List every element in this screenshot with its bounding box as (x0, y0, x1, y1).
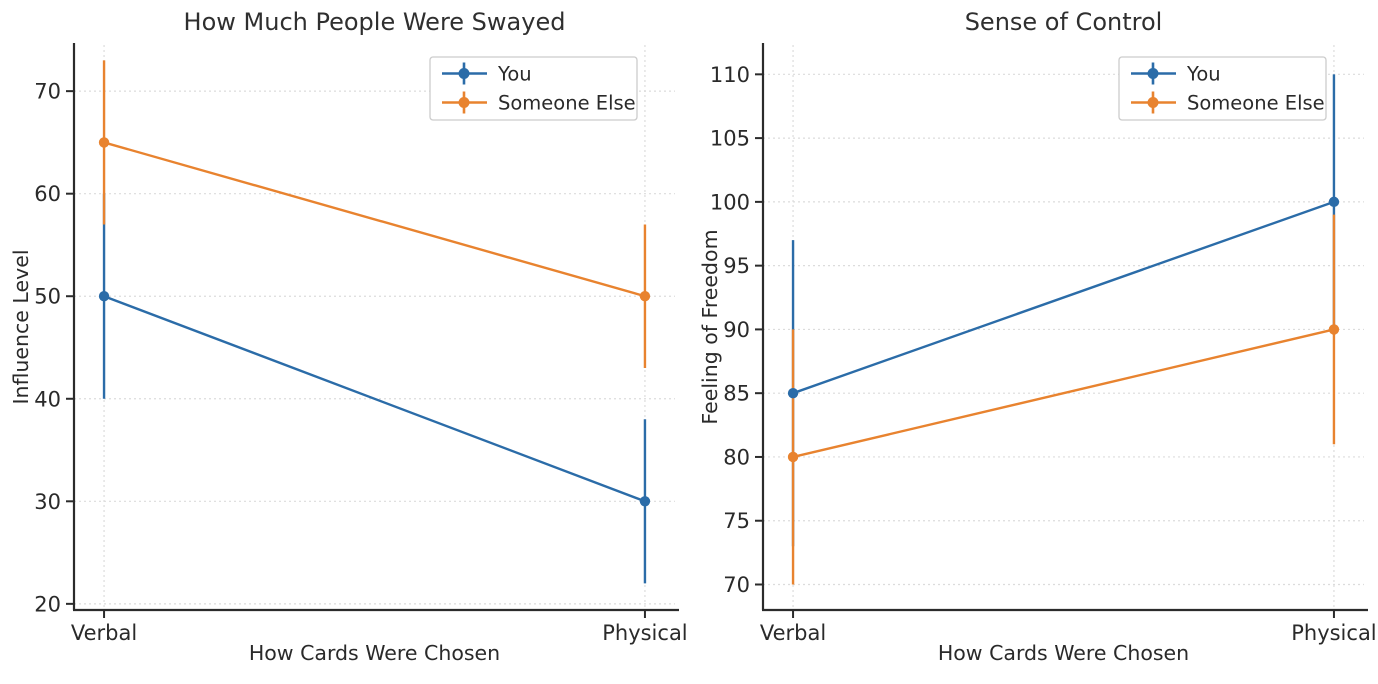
x-tick-label: Verbal (71, 621, 137, 645)
x-axis-label: How Cards Were Chosen (937, 641, 1190, 665)
y-tick-label: 30 (34, 490, 61, 514)
data-point-marker (98, 291, 110, 302)
y-tick-label: 110 (710, 63, 750, 87)
y-tick-label: 70 (34, 80, 61, 104)
legend-label: Someone Else (498, 92, 636, 115)
series-line (102, 295, 647, 503)
chart-canvas-control: 70 75 80 85 90 95 100 105 110 Verbal Physical You So… (710, 43, 1377, 645)
legend-label: You (497, 63, 532, 86)
legend-label: Someone Else (1187, 92, 1325, 115)
y-tick-label: 80 (723, 445, 750, 469)
y-tick-label: 100 (710, 190, 750, 214)
x-tick-label: Physical (1291, 621, 1376, 645)
data-point-marker (1328, 324, 1340, 335)
chart-title: How Much People Were Swayed (183, 8, 566, 36)
legend-label: You (1186, 63, 1221, 86)
legend-sample-marker (1147, 68, 1159, 79)
data-point-marker (98, 137, 110, 148)
data-point-marker (639, 496, 651, 507)
y-tick-label: 85 (723, 382, 750, 406)
y-tick-label: 95 (723, 254, 750, 278)
y-tick-label: 75 (723, 509, 750, 533)
y-tick-label: 40 (34, 387, 61, 411)
y-tick-label: 20 (34, 592, 61, 616)
y-tick-label: 50 (34, 285, 61, 309)
y-tick-label: 70 (723, 573, 750, 597)
data-point-marker (787, 387, 799, 399)
data-point-marker (639, 291, 651, 302)
y-tick-label: 60 (34, 182, 61, 206)
series-line (791, 328, 1336, 459)
x-axis-label: How Cards Were Chosen (248, 641, 501, 665)
legend-sample-marker (458, 97, 470, 108)
y-tick-label: 105 (710, 127, 750, 151)
data-point-marker (1328, 196, 1340, 208)
chart-canvas-swayed: 20 30 40 50 60 70 Verbal Physical You Someone Els… (34, 43, 688, 645)
chart-panel-control: Sense of Control Feeling of Freedom 70 75… (689, 0, 1378, 684)
legend-sample-marker (1147, 97, 1159, 108)
legend-sample-marker (458, 68, 470, 79)
chart-panel-swayed: How Much People Were Swayed Influence Le… (9, 8, 688, 665)
x-tick-label: Physical (602, 621, 687, 645)
y-tick-label: 90 (723, 318, 750, 342)
x-tick-label: Verbal (760, 621, 826, 645)
chart-title: Sense of Control (964, 8, 1163, 36)
data-point-marker (787, 451, 799, 463)
series-line (791, 200, 1336, 395)
series-line (102, 141, 647, 298)
